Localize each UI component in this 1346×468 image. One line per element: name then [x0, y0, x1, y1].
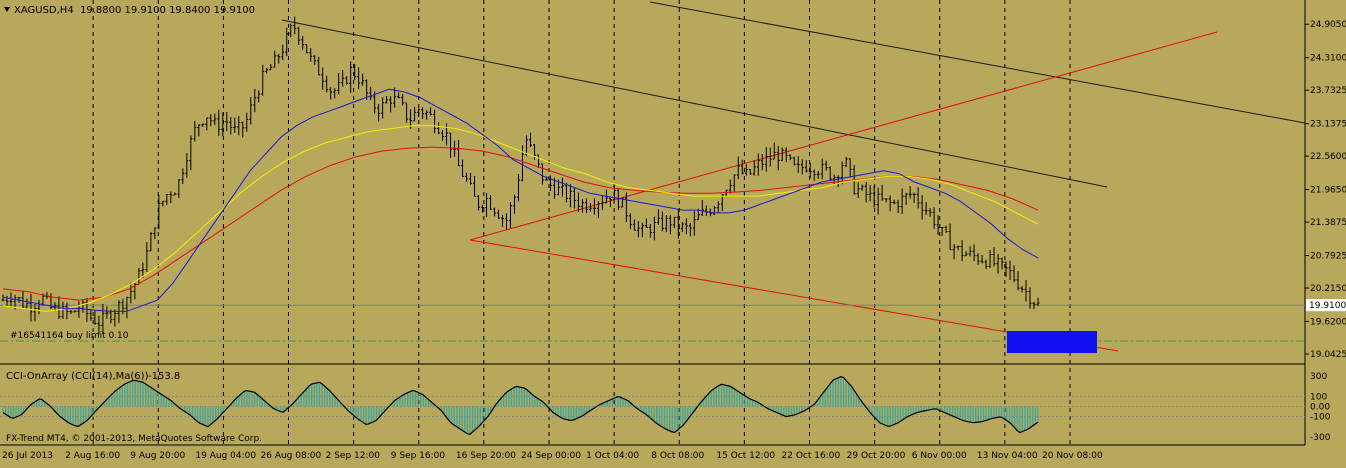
price-tick-label: 24.3100: [1310, 54, 1346, 64]
ma-mid-line: [2, 125, 1039, 312]
chart-header: XAGUSD,H4 19.8800 19.9100 19.8400 19.910…: [4, 5, 255, 16]
current-price-tag: 19.9100: [1306, 299, 1346, 312]
cci-tick-label: 0.00: [1310, 403, 1330, 413]
target-zone-rectangle[interactable]: [1007, 331, 1097, 353]
price-tick-label: 19.0425: [1310, 350, 1346, 360]
price-tick-label: 23.7325: [1310, 86, 1346, 96]
price-tick-label: 21.9650: [1310, 186, 1346, 196]
trendline-upper-1[interactable]: [281, 19, 1108, 188]
chevron-down-icon[interactable]: [4, 7, 10, 12]
symbol-timeframe: XAGUSD,H4: [14, 5, 74, 16]
price-tick-label: 21.3875: [1310, 218, 1346, 228]
time-label: 16 Sep 20:00: [456, 451, 516, 461]
trendline-upper-2[interactable]: [649, 1, 1306, 124]
price-tick-label: 24.9050: [1310, 20, 1346, 30]
time-label: 9 Sep 16:00: [391, 451, 446, 461]
time-label: 19 Aug 04:00: [195, 451, 256, 461]
time-label: 26 Jul 2013: [2, 451, 53, 461]
time-label: 22 Oct 16:00: [782, 451, 841, 461]
time-label: 13 Nov 04:00: [977, 451, 1038, 461]
indicator-value: -153.8: [148, 371, 180, 382]
cci-tick-label: -100: [1310, 413, 1331, 423]
ohlc-values: 19.8800 19.9100 19.8400 19.9100: [80, 5, 255, 16]
cci-tick-label: -300: [1310, 433, 1331, 443]
time-label: 8 Oct 08:00: [651, 451, 704, 461]
cci-tick-label: 300: [1310, 372, 1327, 382]
time-axis-labels: 26 Jul 2013 2 Aug 16:00 9 Aug 20:00 19 Aug …: [2, 451, 1103, 461]
cci-histogram: [2, 376, 1039, 435]
time-label: 1 Oct 04:00: [586, 451, 639, 461]
price-tick-label: 23.1375: [1310, 120, 1346, 130]
price-axis-labels: 24.9050 24.3100 23.7325 23.1375 22.5600 21.96…: [1305, 20, 1346, 360]
cci-tick-label: 100: [1310, 392, 1327, 402]
time-label: 20 Nov 08:00: [1042, 451, 1103, 461]
time-label: 29 Oct 20:00: [847, 451, 906, 461]
indicator-title: CCI-OnArray (CCI(14),Ma(6)): [6, 371, 149, 382]
time-label: 9 Aug 20:00: [130, 451, 185, 461]
order-label[interactable]: #16541164 buy limit 0.10: [10, 331, 129, 341]
price-tick-label: 20.2150: [1310, 284, 1346, 294]
time-label: 15 Oct 12:00: [716, 451, 775, 461]
price-tick-label: 20.7925: [1310, 252, 1346, 262]
price-tick-label: 19.6200: [1310, 318, 1346, 328]
cci-line: [2, 376, 1039, 435]
vertical-grid: [92, 0, 1071, 445]
time-label: 6 Nov 00:00: [912, 451, 967, 461]
price-tick-label: 22.5600: [1310, 152, 1346, 162]
time-label: 2 Aug 16:00: [65, 451, 120, 461]
time-label: 2 Sep 12:00: [326, 451, 381, 461]
copyright-text: FX-Trend MT4, © 2001-2013, MetaQuotes So…: [6, 434, 262, 444]
time-label: 24 Sep 00:00: [521, 451, 581, 461]
ma-fast-line: [2, 88, 1039, 312]
time-label: 26 Aug 08:00: [261, 451, 322, 461]
cci-levels: [0, 395, 1305, 418]
current-price-label: 19.9100: [1309, 301, 1346, 311]
price-bars: [1, 16, 1040, 335]
